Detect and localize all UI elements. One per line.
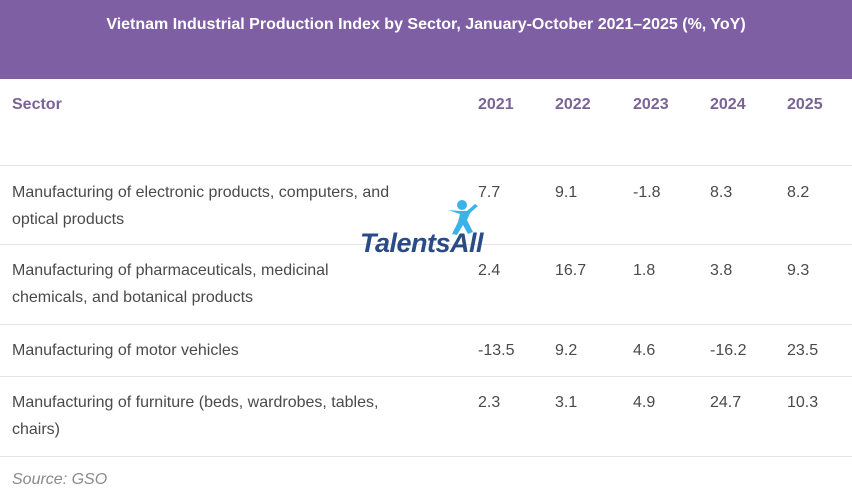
value-cell-2025: 8.2 xyxy=(787,184,810,201)
value-cell-2025: 9.3 xyxy=(787,262,810,279)
talentsall-logo: TalentsAll xyxy=(360,198,492,270)
value-cell-2025: 23.5 xyxy=(787,342,819,359)
value-cell-2023: 4.9 xyxy=(633,394,656,411)
value-cell-2021: 2.4 xyxy=(478,262,501,279)
value-cell-2022: 3.1 xyxy=(555,394,578,411)
value-cell-2025: 10.3 xyxy=(787,394,819,411)
value-cell-2022: 16.7 xyxy=(555,262,587,279)
value-cell-2023: -1.8 xyxy=(633,184,661,201)
sector-cell: Manufacturing of furniture (beds, wardro… xyxy=(12,389,467,443)
value-cell-2024: -16.2 xyxy=(710,342,747,359)
value-cell-2022: 9.2 xyxy=(555,342,578,359)
column-header-2022: 2022 xyxy=(555,96,591,113)
sector-cell: Manufacturing of electronic products, co… xyxy=(12,179,467,233)
value-cell-2024: 24.7 xyxy=(710,394,742,411)
value-cell-2022: 9.1 xyxy=(555,184,578,201)
source-note: Source: GSO xyxy=(12,471,108,488)
value-cell-2024: 3.8 xyxy=(710,262,733,279)
value-cell-2021: -13.5 xyxy=(478,342,515,359)
value-cell-2021: 2.3 xyxy=(478,394,501,411)
column-header-sector: Sector xyxy=(12,96,62,113)
sector-line: chemicals, and botanical products xyxy=(12,289,254,306)
table-row: Manufacturing of pharmaceuticals, medici… xyxy=(0,245,852,325)
person-star-icon xyxy=(448,200,478,235)
sector-line: chairs) xyxy=(12,421,61,438)
sector-line: Manufacturing of furniture (beds, wardro… xyxy=(12,394,379,411)
column-header-2024: 2024 xyxy=(710,96,746,113)
sector-line: Manufacturing of motor vehicles xyxy=(12,342,239,359)
value-cell-2023: 1.8 xyxy=(633,262,656,279)
table-title: Vietnam Industrial Production Index by S… xyxy=(106,16,746,33)
table-row: Manufacturing of furniture (beds, wardro… xyxy=(0,377,852,457)
sector-cell: Manufacturing of pharmaceuticals, medici… xyxy=(12,257,467,311)
column-header-2021: 2021 xyxy=(478,96,514,113)
value-cell-2023: 4.6 xyxy=(633,342,656,359)
column-header-2023: 2023 xyxy=(633,96,669,113)
table-header-row: Sector 2021 2022 2023 2024 2025 xyxy=(0,79,852,166)
table-row: Manufacturing of electronic products, co… xyxy=(0,165,852,245)
sector-cell: Manufacturing of motor vehicles xyxy=(12,337,467,364)
title-bar: Vietnam Industrial Production Index by S… xyxy=(0,0,852,79)
sector-line: Manufacturing of electronic products, co… xyxy=(12,184,390,201)
value-cell-2021: 7.7 xyxy=(478,184,501,201)
value-cell-2024: 8.3 xyxy=(710,184,733,201)
table-row: Manufacturing of motor vehicles -13.5 9.… xyxy=(0,325,852,377)
logo-text: TalentsAll xyxy=(360,228,484,258)
sector-line: Manufacturing of pharmaceuticals, medici… xyxy=(12,262,329,279)
sector-line: optical products xyxy=(12,211,125,228)
column-header-2025: 2025 xyxy=(787,96,823,113)
